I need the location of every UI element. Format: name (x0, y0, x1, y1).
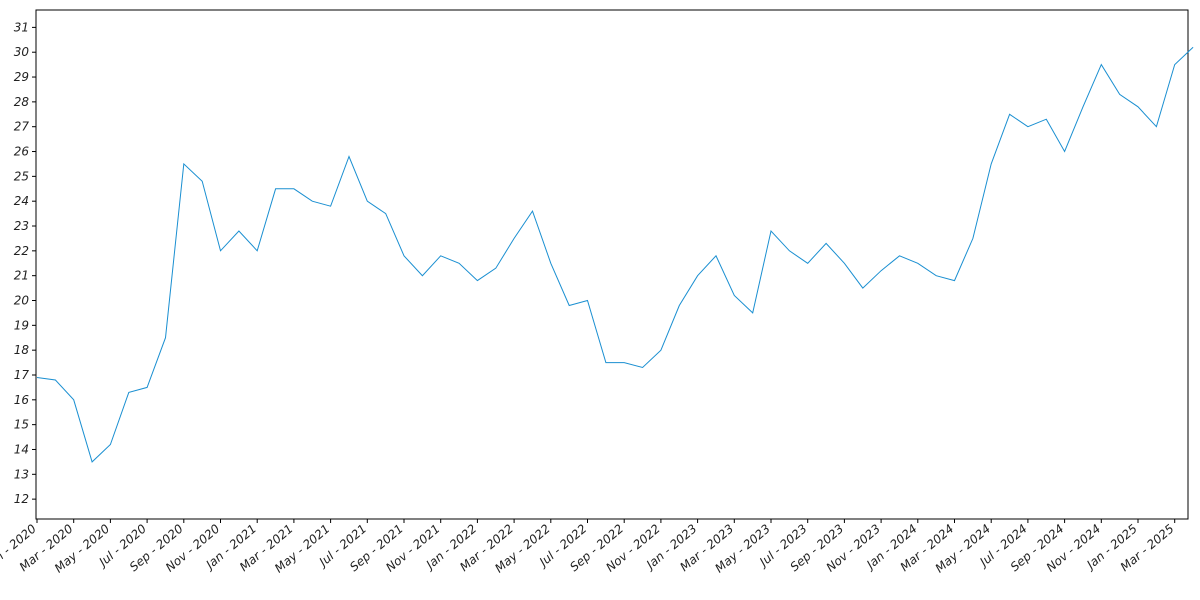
y-tick-label: 19 (14, 318, 29, 332)
y-tick-label: 13 (14, 467, 29, 481)
y-tick-label: 21 (14, 269, 29, 283)
y-tick-label: 14 (14, 442, 29, 456)
y-tick-label: 29 (14, 70, 29, 84)
y-tick-label: 20 (14, 294, 30, 308)
y-tick-label: 24 (14, 194, 29, 208)
y-tick-label: 12 (14, 492, 29, 506)
y-tick-label: 18 (14, 343, 30, 357)
plot-frame (35, 9, 1189, 520)
y-tick-label: 22 (14, 244, 29, 258)
y-tick-label: 17 (14, 368, 30, 382)
y-tick-label: 31 (14, 20, 29, 34)
y-tick-label: 28 (14, 95, 30, 109)
y-tick-label: 27 (14, 120, 30, 134)
data-line (36, 46, 1194, 463)
y-tick-label: 30 (14, 45, 30, 59)
y-tick-label: 25 (14, 169, 29, 183)
y-tick-label: 15 (14, 418, 29, 432)
y-tick-label: 23 (14, 219, 29, 233)
y-tick-label: 26 (14, 145, 30, 159)
y-tick-label: 16 (14, 393, 30, 407)
